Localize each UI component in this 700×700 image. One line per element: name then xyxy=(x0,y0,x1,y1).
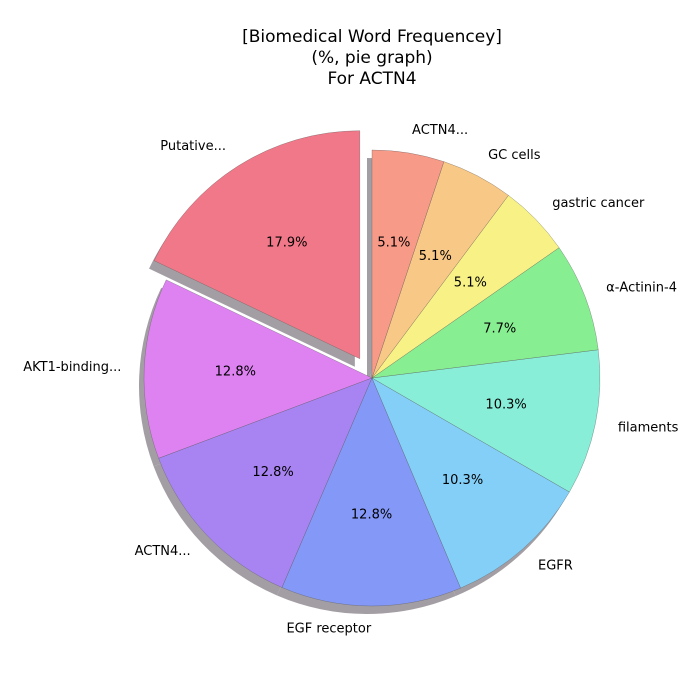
slice-label-egfr-4: EGFR xyxy=(538,559,573,574)
chart-title: [Biomedical Word Frequencey] (%, pie gra… xyxy=(0,27,700,90)
pie-slice-egf-receptor-3 xyxy=(281,377,461,607)
slice-percent-putative-0: 17.9% xyxy=(266,236,307,251)
slice-label-actn4-2: ACTN4... xyxy=(135,544,191,559)
slice-layer xyxy=(143,130,601,607)
slice-percent-egfr-4: 10.3% xyxy=(442,473,483,488)
slice-label-egf-receptor-3: EGF receptor xyxy=(286,621,371,636)
slice-percent-gastric-cancer-7: 5.1% xyxy=(454,275,487,290)
chart-title-line-2: (%, pie graph) xyxy=(311,48,433,68)
slice-percent-egf-receptor-3: 12.8% xyxy=(351,507,392,522)
pie-slice-actinin-4-6 xyxy=(371,247,599,379)
pie-slice-egfr-4 xyxy=(371,377,570,589)
slice-percent-filaments-5: 10.3% xyxy=(485,398,526,413)
slice-label-actinin-4-6: α-Actinin-4 xyxy=(606,281,677,296)
slice-percent-actn4-2: 12.8% xyxy=(252,465,293,480)
slice-label-gc-cells-8: GC cells xyxy=(488,148,541,163)
slice-label-filaments-5: filaments xyxy=(618,420,679,435)
pie-slice-filaments-5 xyxy=(371,349,601,493)
slice-percent-akt1-binding-1: 12.8% xyxy=(215,365,256,380)
chart-title-line-1: [Biomedical Word Frequencey] xyxy=(242,27,502,47)
chart-title-line-3: For ACTN4 xyxy=(327,69,417,89)
slice-label-putative-0: Putative... xyxy=(160,139,226,154)
slice-percent-gc-cells-8: 5.1% xyxy=(419,249,452,264)
pie-slice-actn4-9 xyxy=(371,149,445,379)
pie-slice-akt1-binding-1 xyxy=(143,279,373,459)
label-layer: Putative... 17.9% AKT1-binding... 12.8% ACTN… xyxy=(23,123,678,636)
slice-label-actn4-9: ACTN4... xyxy=(412,123,468,138)
slice-percent-actinin-4-6: 7.7% xyxy=(483,321,516,336)
slice-label-gastric-cancer-7: gastric cancer xyxy=(552,196,645,211)
slice-percent-actn4-9: 5.1% xyxy=(377,235,410,250)
pie-slice-putative-0 xyxy=(153,130,360,359)
slice-label-akt1-binding-1: AKT1-binding... xyxy=(23,360,121,375)
pie-slice-actn4-2 xyxy=(158,377,373,588)
